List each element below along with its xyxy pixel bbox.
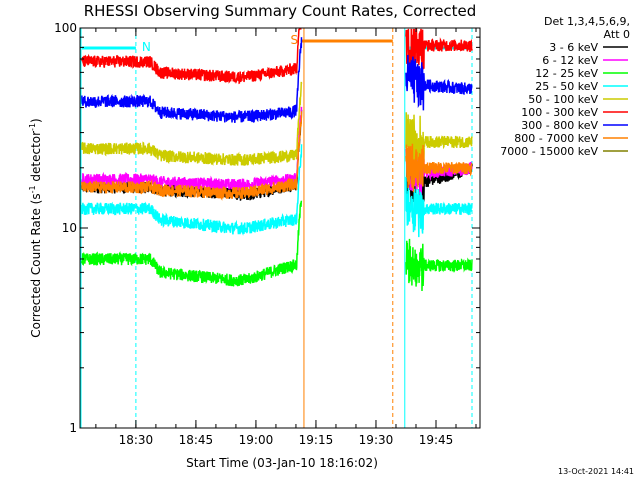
y-tick-label: 10 xyxy=(62,221,77,235)
legend-header-line2: Att 0 xyxy=(604,28,630,41)
legend-label: 100 - 300 keV xyxy=(521,106,598,119)
x-axis-ticks: 18:30 18:45 19:00 19:15 19:30 19:45 xyxy=(95,28,477,447)
generated-timestamp: 13-Oct-2021 14:41 xyxy=(558,467,634,476)
legend-label: 800 - 7000 keV xyxy=(514,132,598,145)
series-line-800-7000-keV-pre xyxy=(81,111,303,201)
y-axis-label: Corrected Count Rate (s-1 detector-1) xyxy=(28,118,43,337)
marker-label-n: N xyxy=(142,40,151,54)
y-axis-label-part3: ) xyxy=(29,118,43,123)
series-line-300-800-keV-pre xyxy=(81,37,303,123)
series-line-100-300-keV-pre xyxy=(81,28,302,85)
series-line-12-25-keV-pre xyxy=(81,200,303,287)
legend-label: 50 - 100 keV xyxy=(528,93,598,106)
y-tick-label: 1 xyxy=(69,421,77,435)
y-tick-label: 100 xyxy=(54,21,77,35)
legend-label: 300 - 800 keV xyxy=(521,119,598,132)
x-tick-label: 18:45 xyxy=(179,433,214,447)
series-line-12-25-keV-post xyxy=(405,238,473,292)
series-line-300-800-keV-post xyxy=(405,54,473,111)
x-tick-label: 19:00 xyxy=(239,433,274,447)
x-tick-label: 19:15 xyxy=(299,433,334,447)
x-axis-label: Start Time (03-Jan-10 18:16:02) xyxy=(186,456,378,470)
legend-label: 25 - 50 keV xyxy=(535,80,598,93)
series-line-25-50-keV-pre xyxy=(81,144,303,236)
series-line-50-100-keV-pre xyxy=(81,81,303,166)
x-tick-label: 18:30 xyxy=(119,433,154,447)
chart-title: RHESSI Observing Summary Count Rates, Co… xyxy=(84,2,477,20)
series-line-50-100-keV-post xyxy=(405,112,473,166)
x-tick-label: 19:30 xyxy=(359,433,394,447)
series-line-25-50-keV-post xyxy=(405,176,473,238)
marker-label-s: S xyxy=(291,33,299,47)
y-axis-label-sup1: -1 xyxy=(28,185,37,193)
y-axis-label-part1: Corrected Count Rate (s xyxy=(29,193,43,337)
legend-label: 6 - 12 keV xyxy=(542,54,598,67)
legend-header-line1: Det 1,3,4,5,6,9, xyxy=(544,15,630,28)
y-axis-label-part2: detector xyxy=(29,131,43,186)
x-tick-label: 19:45 xyxy=(419,433,454,447)
legend-label: 7000 - 15000 keV xyxy=(500,145,598,158)
y-axis-label-sup2: -1 xyxy=(28,123,37,131)
series-line-800-7000-keV-post xyxy=(405,143,473,193)
series-line-100-300-keV-post xyxy=(405,28,473,70)
y-axis-ticks: 1 10 100 xyxy=(54,21,480,435)
legend-label: 12 - 25 keV xyxy=(535,67,598,80)
legend-label: 3 - 6 keV xyxy=(549,41,598,54)
